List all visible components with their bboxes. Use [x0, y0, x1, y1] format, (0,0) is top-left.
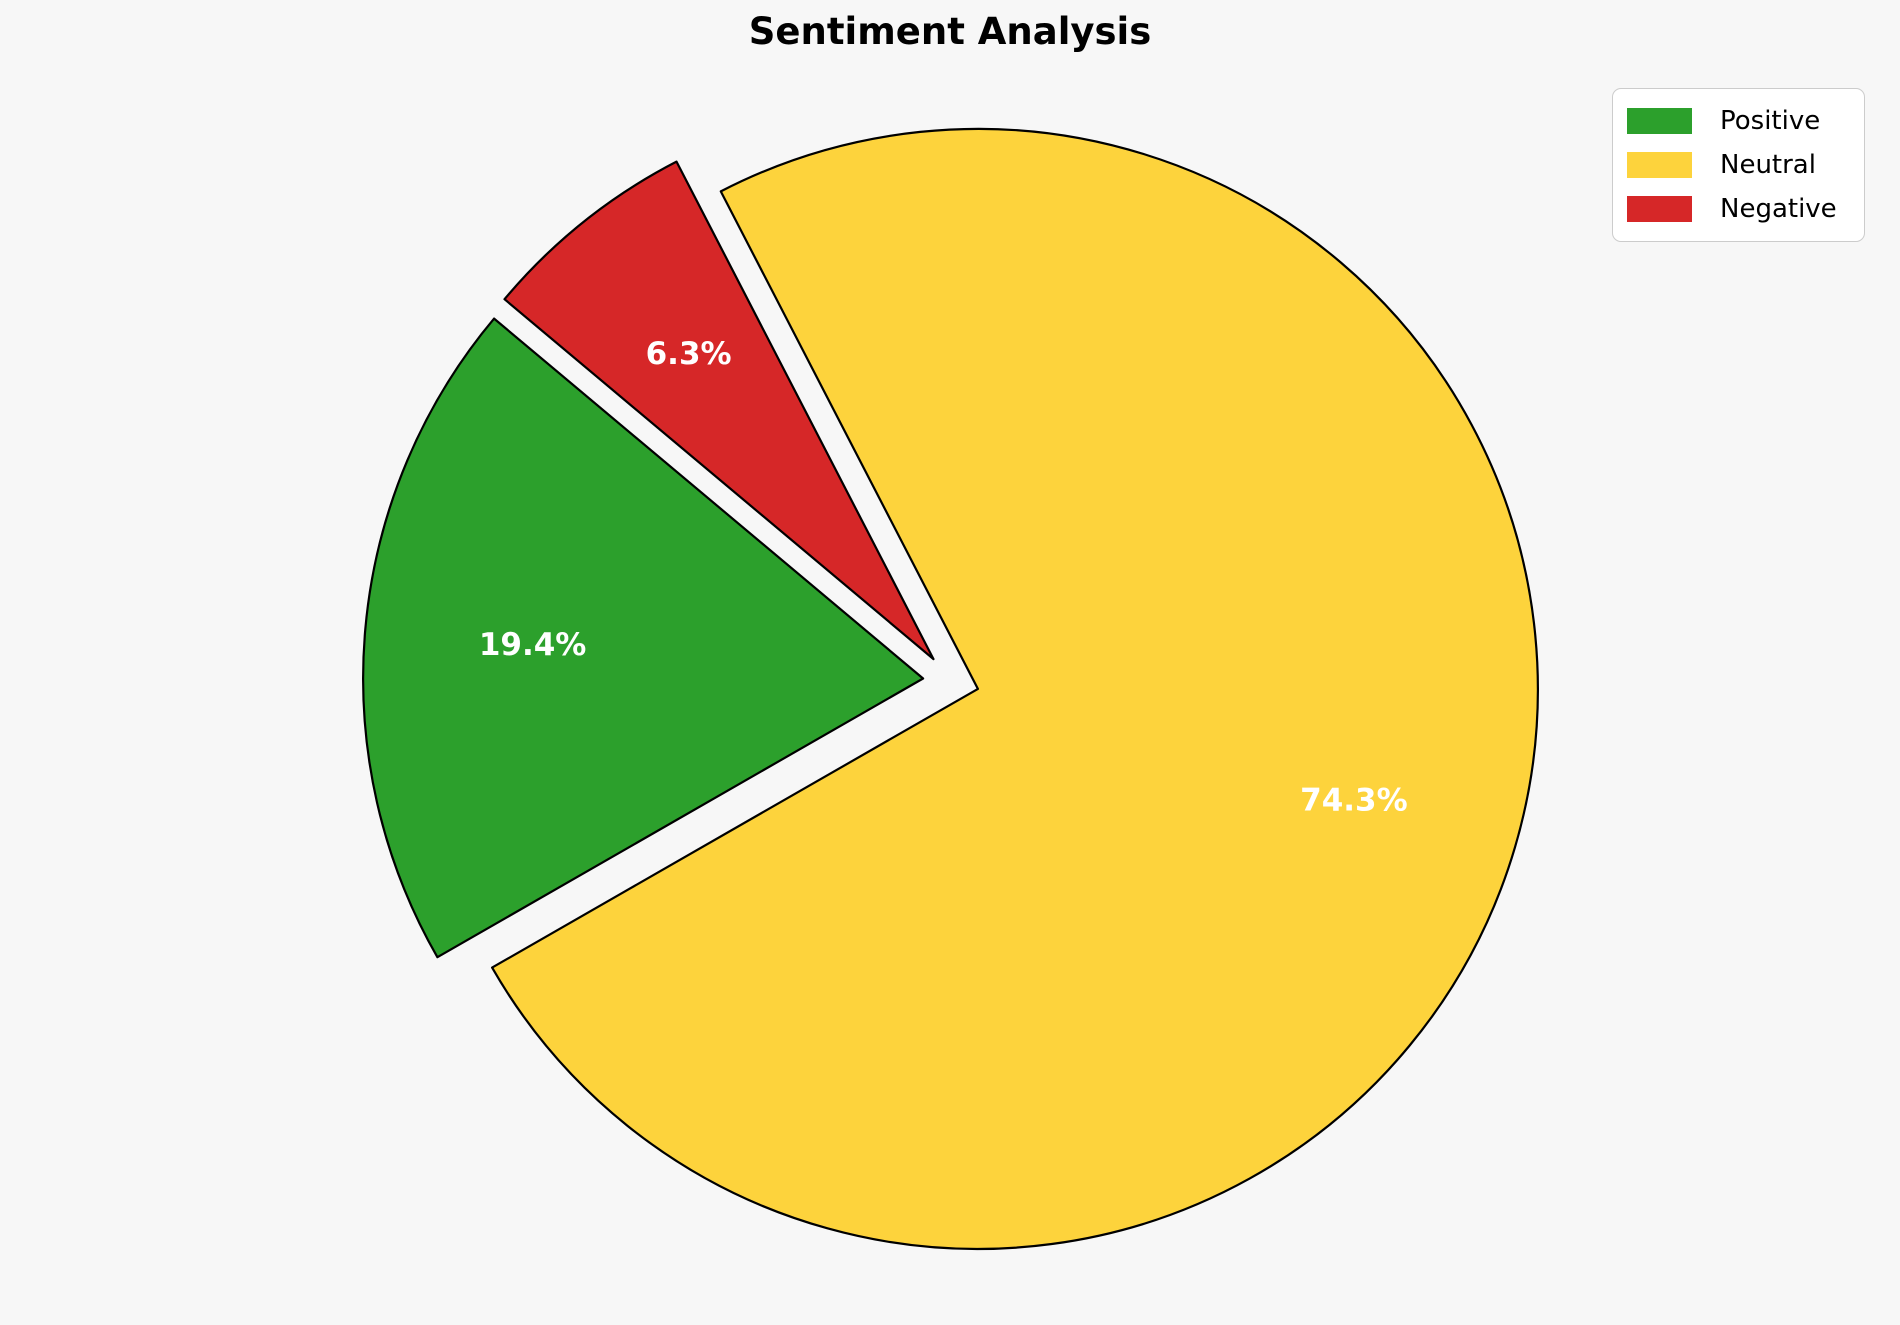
legend-label: Positive — [1720, 106, 1821, 136]
legend-box: Positive Neutral Negative — [1612, 88, 1865, 242]
legend-item-neutral: Neutral — [1627, 145, 1850, 185]
legend-item-positive: Positive — [1627, 101, 1850, 141]
negative-color-swatch — [1627, 196, 1692, 222]
pct-label-neutral: 74.3% — [1300, 783, 1408, 819]
legend-label: Negative — [1720, 194, 1837, 224]
pie-slice-positive — [362, 317, 925, 959]
neutral-color-swatch — [1627, 152, 1692, 178]
pct-label-negative: 6.3% — [646, 336, 732, 372]
pie-slice-negative — [503, 160, 935, 661]
pie-slice-neutral — [491, 127, 1539, 1251]
legend-label: Neutral — [1720, 150, 1816, 180]
legend-item-negative: Negative — [1627, 189, 1850, 229]
chart-title: Sentiment Analysis — [748, 10, 1152, 53]
pct-label-positive: 19.4% — [479, 627, 587, 663]
positive-color-swatch — [1627, 108, 1692, 134]
